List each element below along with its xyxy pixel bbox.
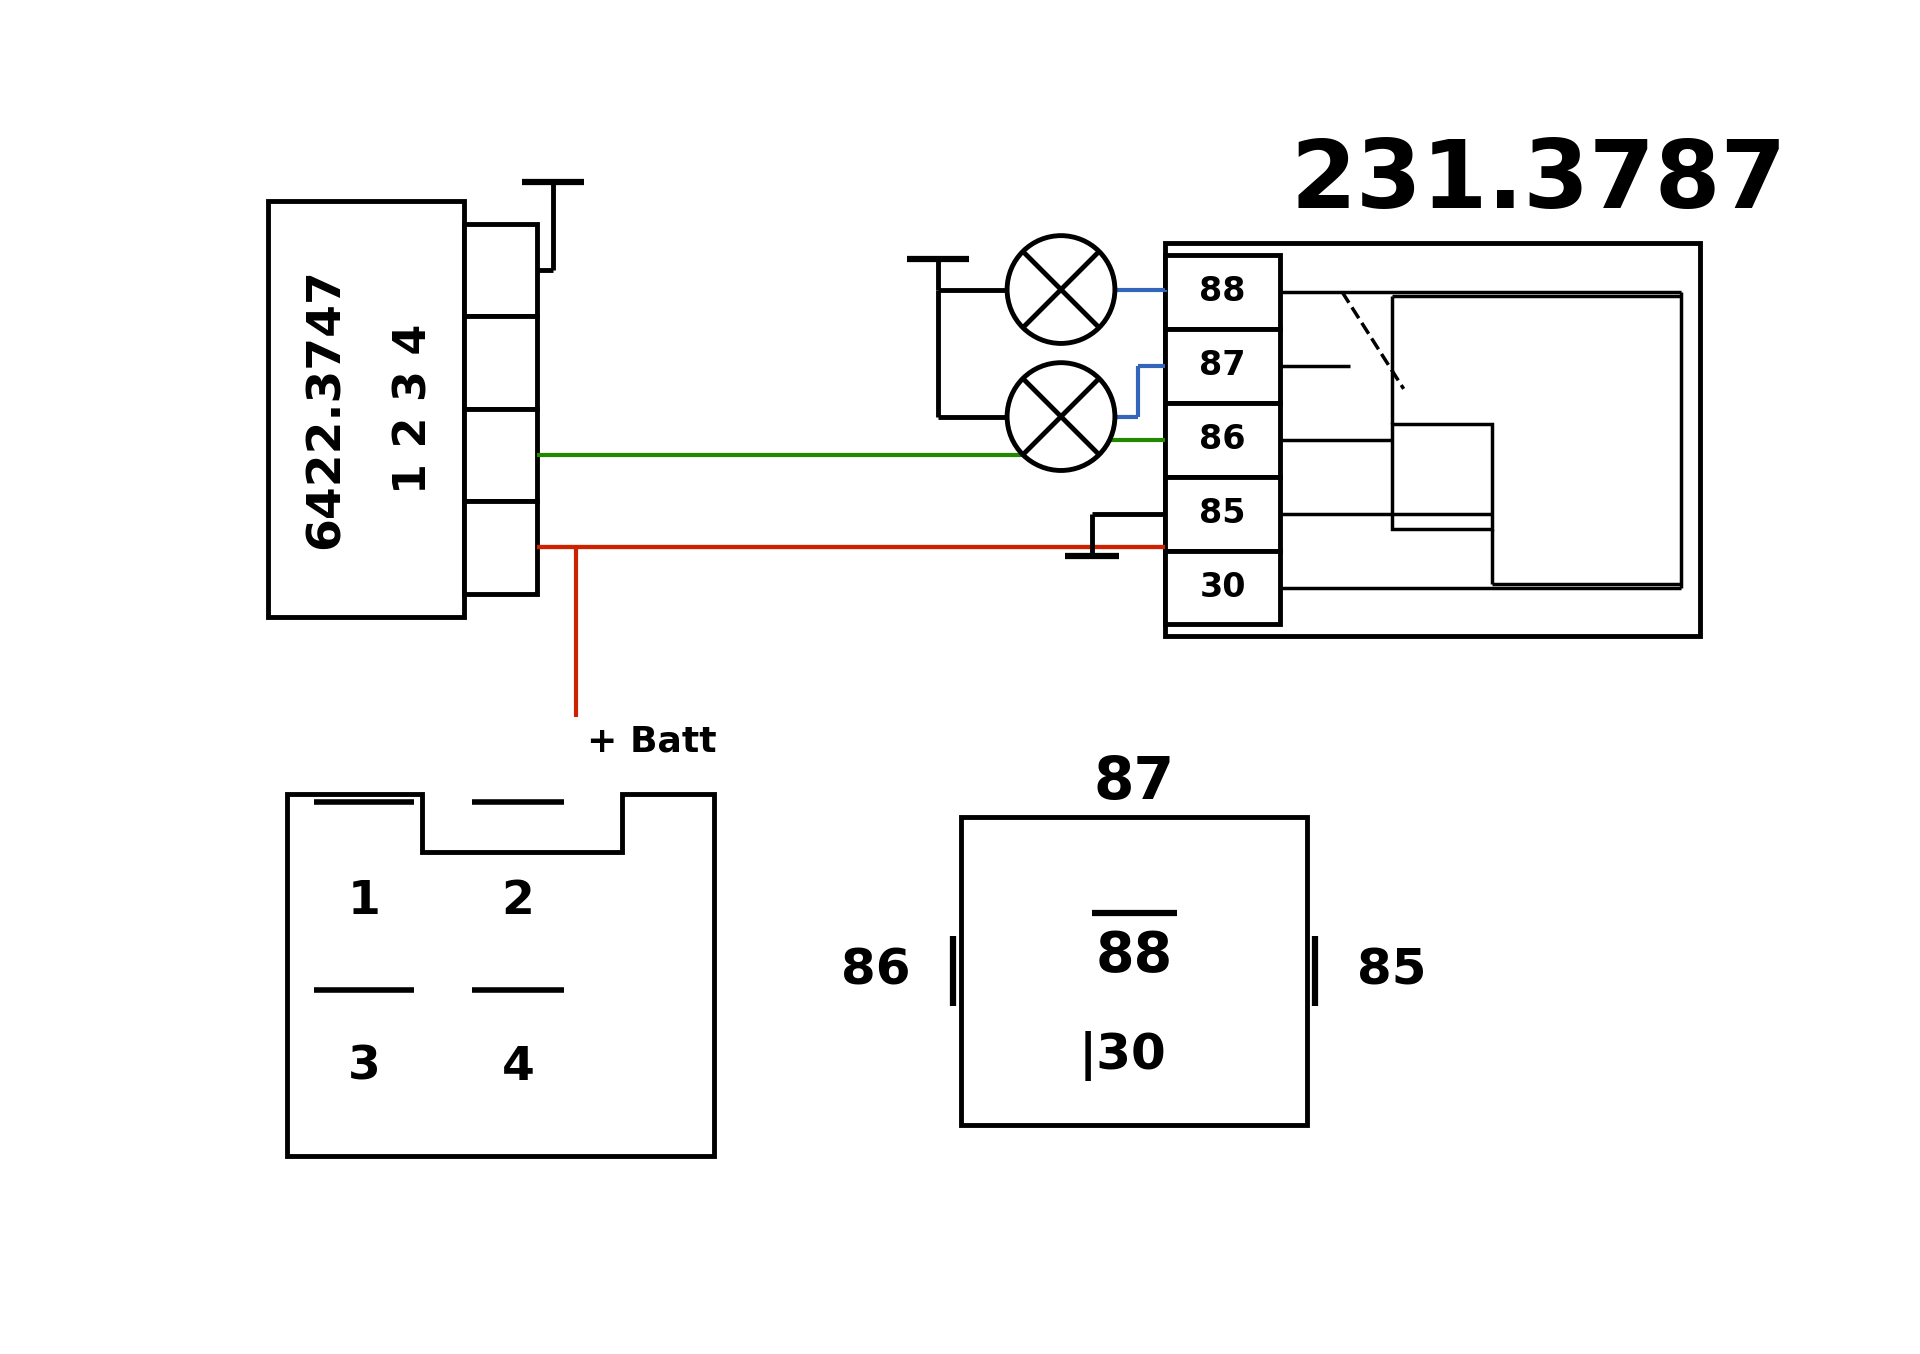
Bar [1165,244,1699,636]
Text: 231.3787: 231.3787 [1290,135,1786,227]
Bar [960,816,1308,1125]
Circle shape [1008,236,1116,344]
Bar [465,501,538,593]
Text: 86: 86 [1200,424,1246,456]
Text: 6422.3747: 6422.3747 [303,268,348,550]
Text: 85: 85 [1357,946,1427,995]
Bar [465,409,538,501]
Text: 3: 3 [348,1045,380,1090]
Bar [1165,477,1281,551]
Bar [1165,402,1281,477]
Bar [465,317,538,409]
Text: 4: 4 [501,1045,534,1090]
Text: 87: 87 [1094,754,1175,811]
Text: 2: 2 [501,879,534,925]
Polygon shape [288,793,714,1156]
Text: 88: 88 [1200,275,1246,309]
Bar [1165,551,1281,624]
Text: |30: |30 [1079,1030,1167,1080]
Text: 30: 30 [1200,571,1246,604]
Circle shape [1008,363,1116,470]
Text: 87: 87 [1200,349,1246,382]
Bar [1392,424,1492,529]
Bar [1165,255,1281,329]
Text: 86: 86 [841,946,910,995]
Text: 88: 88 [1096,929,1173,983]
Bar [269,200,465,617]
Text: 1 2 3 4: 1 2 3 4 [394,324,436,494]
Bar [465,223,538,317]
Bar [1165,329,1281,402]
Text: 85: 85 [1200,497,1246,531]
Text: + Batt: + Batt [588,724,716,758]
Text: 1: 1 [348,879,380,925]
